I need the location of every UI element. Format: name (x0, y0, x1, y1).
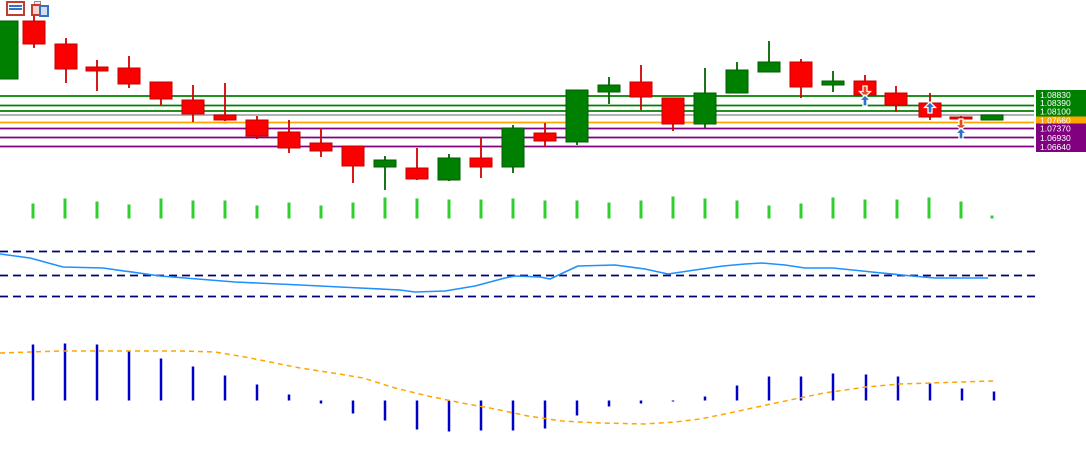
price-label-box (1036, 123, 1086, 134)
candle-body (789, 61, 813, 88)
candle-body (54, 43, 78, 70)
price-label-box (1036, 106, 1086, 117)
candle-body (884, 92, 908, 106)
price-label-box (1036, 115, 1086, 126)
candle-body (277, 131, 301, 149)
oscillator-pane (0, 250, 1035, 298)
candle-body (533, 132, 557, 142)
icon-stripe (9, 5, 22, 7)
candle-body (693, 92, 717, 125)
oscillator-line (0, 253, 988, 293)
candle-body (437, 157, 461, 181)
buy-arrow-icon (857, 94, 873, 107)
volume-pane (31, 196, 994, 219)
sell-arrow-icon (857, 85, 873, 98)
icon-stripe (9, 8, 22, 10)
candle-body (661, 97, 685, 125)
candle-body (309, 142, 333, 152)
candle-body (0, 20, 19, 80)
macd-signal-line (0, 350, 995, 425)
candle-body (22, 20, 46, 45)
price-label-box (1036, 98, 1086, 108)
candle-body (501, 127, 525, 168)
order-chart-icon[interactable] (31, 1, 49, 17)
buy-arrow-icon (922, 101, 938, 114)
price-label: 1.08830 (1040, 90, 1071, 100)
candle-body (117, 67, 141, 85)
candle-body (980, 114, 1004, 121)
candle-body (629, 81, 653, 98)
candle-body (725, 69, 749, 94)
sell-arrow-icon (953, 118, 969, 131)
price-label-box (1036, 142, 1086, 152)
macd-pane (0, 343, 996, 432)
candle-body (821, 80, 845, 86)
candles-layer (0, 16, 1004, 190)
price-label: 1.06930 (1040, 133, 1071, 143)
price-label: 1.07660 (1040, 116, 1071, 126)
candle-body (245, 119, 269, 137)
candle-body (373, 159, 397, 168)
candle-body (85, 66, 109, 72)
price-label: 1.08390 (1040, 98, 1071, 108)
blue-pane-glyph (39, 5, 49, 17)
candle-body (149, 81, 173, 100)
price-label-box (1036, 90, 1086, 100)
candle-body (565, 89, 589, 143)
price-label-box (1036, 133, 1086, 143)
candle-body (181, 99, 205, 115)
chart-toolbar (6, 1, 49, 17)
candle-body (213, 114, 237, 121)
candle-body (405, 167, 429, 180)
price-axis-labels: 1.08390 1.07660 1.08830 1.08100 1.073701.069… (1036, 90, 1086, 152)
candle-body (341, 145, 365, 167)
price-label: 1.07370 (1040, 124, 1071, 134)
price-label: 1.06640 (1040, 142, 1071, 152)
candle-body (469, 157, 493, 168)
candle-body (597, 84, 621, 93)
trade-accounts-list-icon[interactable] (6, 1, 25, 16)
candle-body (757, 61, 781, 73)
buy-arrow-icon (953, 127, 969, 140)
price-label: 1.08100 (1040, 107, 1071, 117)
trade-signal-arrows-layer (857, 85, 969, 140)
